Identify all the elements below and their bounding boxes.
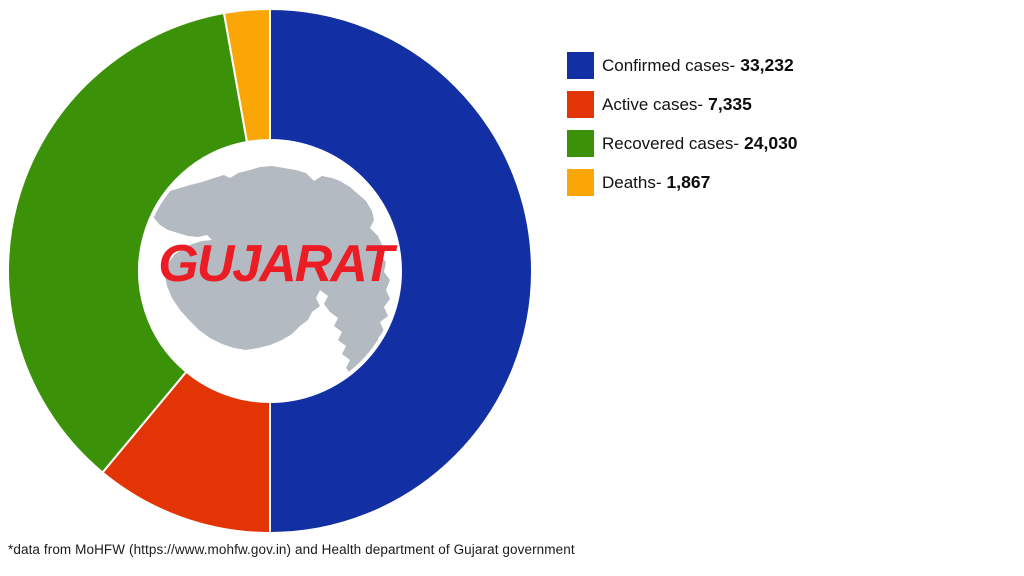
donut-chart: GUJARAT	[2, 4, 542, 544]
legend-swatch	[567, 130, 594, 157]
legend-swatch	[567, 169, 594, 196]
state-label: GUJARAT	[158, 235, 398, 293]
legend-swatch	[567, 91, 594, 118]
legend-item-recovered: Recovered cases- 24,030	[567, 130, 798, 157]
donut-slice-confirmed-cases	[269, 7, 533, 535]
donut-slices	[7, 7, 533, 535]
legend-label: Deaths-	[602, 173, 662, 192]
legend-text: Confirmed cases- 33,232	[602, 52, 794, 79]
legend-value: 1,867	[666, 172, 711, 192]
legend-label: Active cases-	[602, 95, 704, 114]
legend-value: 24,030	[744, 133, 798, 153]
map-islet-icon	[304, 272, 308, 276]
legend-text: Recovered cases- 24,030	[602, 130, 798, 157]
map-islet-icon	[310, 291, 318, 299]
legend-label: Confirmed cases-	[602, 56, 736, 75]
legend: Confirmed cases- 33,232 Active cases- 7,33…	[567, 52, 798, 196]
gujarat-map	[152, 166, 390, 380]
donut-slice-recovered-cases	[7, 11, 249, 474]
legend-text: Active cases- 7,335	[602, 91, 752, 118]
legend-label: Recovered cases-	[602, 134, 740, 153]
legend-text: Deaths- 1,867	[602, 169, 710, 196]
donut-slice-deaths	[222, 7, 271, 144]
legend-item-active: Active cases- 7,335	[567, 91, 798, 118]
map-group	[152, 166, 390, 380]
map-islet-icon	[320, 281, 326, 287]
legend-value: 33,232	[740, 55, 794, 75]
legend-item-deaths: Deaths- 1,867	[567, 169, 798, 196]
legend-value: 7,335	[708, 94, 752, 114]
legend-item-confirmed: Confirmed cases- 33,232	[567, 52, 798, 79]
legend-swatch	[567, 52, 594, 79]
source-note: *data from MoHFW (https://www.mohfw.gov.…	[8, 542, 575, 557]
donut-chart-svg: GUJARAT	[7, 7, 533, 535]
